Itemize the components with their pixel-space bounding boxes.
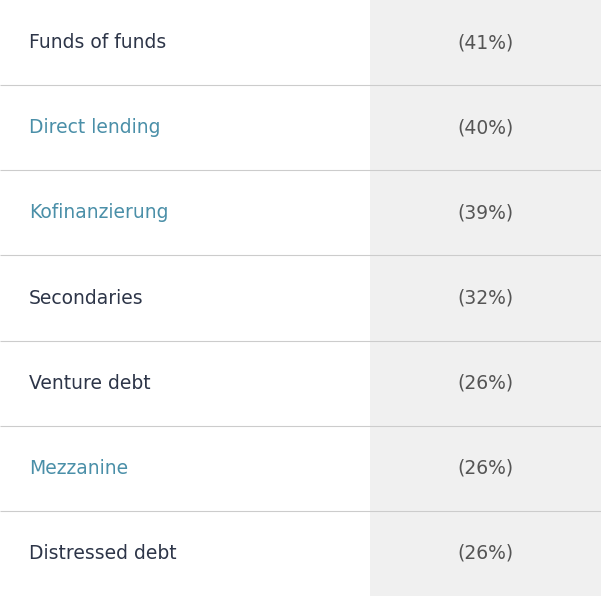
Bar [370, 0, 601, 596]
Text: (32%): (32%) [457, 288, 513, 308]
Text: (39%): (39%) [457, 203, 513, 222]
Text: Distressed debt: Distressed debt [29, 544, 177, 563]
Text: Kofinanzierung: Kofinanzierung [29, 203, 168, 222]
Text: (26%): (26%) [457, 374, 513, 393]
Text: (26%): (26%) [457, 544, 513, 563]
Text: Venture debt: Venture debt [29, 374, 150, 393]
Text: (40%): (40%) [457, 118, 513, 137]
Text: (41%): (41%) [457, 33, 513, 52]
Text: Funds of funds: Funds of funds [29, 33, 166, 52]
Text: (26%): (26%) [457, 459, 513, 478]
Text: Mezzanine: Mezzanine [29, 459, 128, 478]
Text: Secondaries: Secondaries [29, 288, 144, 308]
Text: Direct lending: Direct lending [29, 118, 160, 137]
